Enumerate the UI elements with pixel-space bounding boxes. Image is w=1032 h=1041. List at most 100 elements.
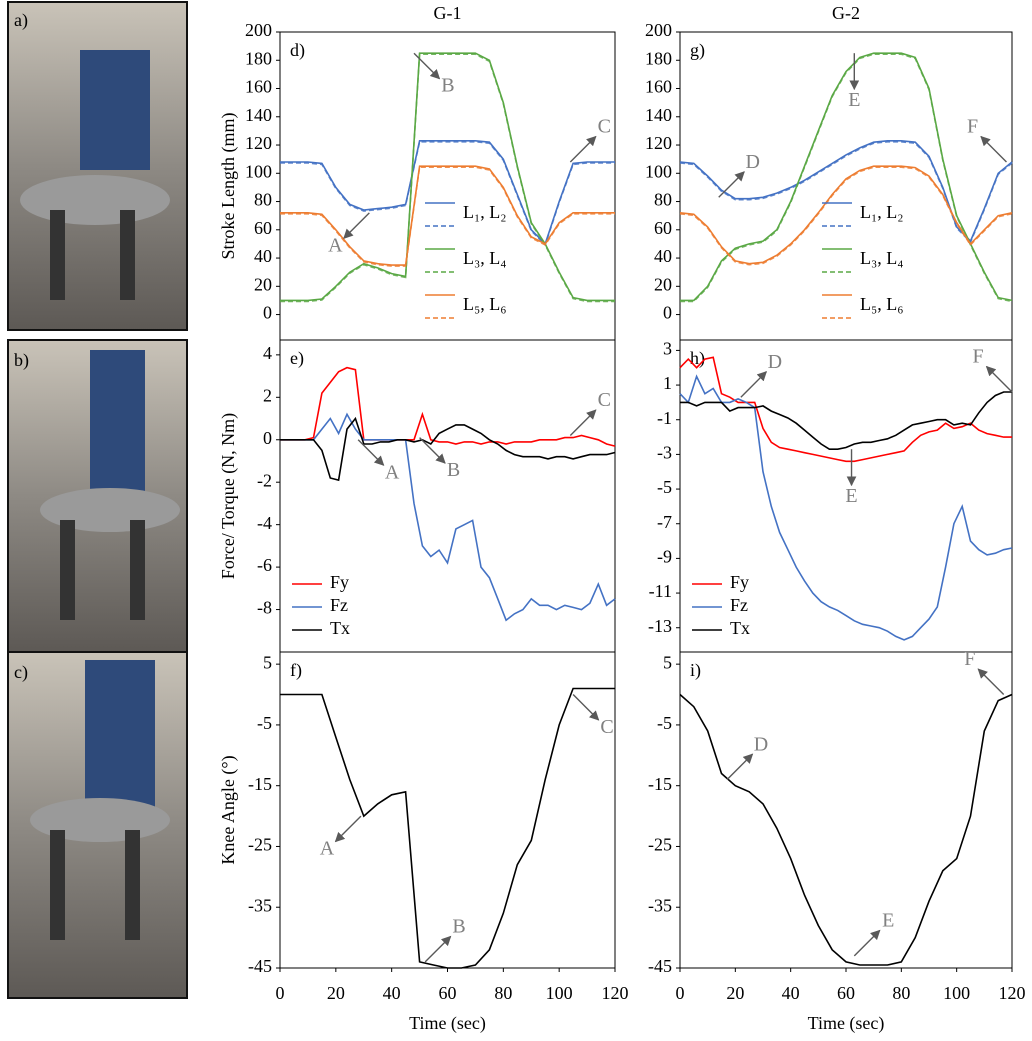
- annotation-arrow: [357, 439, 385, 466]
- series-line: [679, 693, 1013, 966]
- photo-c: c): [7, 651, 188, 999]
- y-axis-label: Force/ Torque (N, Nm): [218, 413, 239, 579]
- annotation-arrow: [334, 815, 362, 843]
- legend-label: L₃, L₄: [463, 248, 507, 268]
- x-tick-label: 120: [999, 983, 1026, 1003]
- series-line: [679, 374, 1013, 641]
- annotation-label: A: [328, 234, 343, 256]
- annotation-label: A: [385, 461, 400, 483]
- y-tick-label: -2: [257, 470, 272, 490]
- annotation-label: E: [882, 909, 894, 931]
- legend-label: Fz: [330, 595, 348, 615]
- series-line-dashed: [280, 53, 615, 303]
- y-tick-label: -4: [257, 513, 272, 533]
- y-tick-label: -1: [657, 408, 672, 428]
- y-tick-label: -15: [648, 774, 672, 794]
- y-tick-label: -35: [248, 895, 272, 915]
- annotation-label: C: [598, 389, 611, 411]
- annotation-arrow: [718, 171, 745, 198]
- annotation-arrow: [853, 929, 881, 957]
- annotation-label: C: [600, 716, 613, 738]
- y-tick-label: 140: [645, 105, 672, 125]
- y-tick-label: 5: [663, 652, 672, 672]
- series-line: [280, 140, 615, 246]
- legend-label: Tx: [730, 618, 750, 638]
- y-tick-label: 40: [254, 246, 272, 266]
- y-tick-label: 180: [245, 48, 272, 68]
- y-axis-label: Stroke Length (mm): [218, 113, 239, 260]
- y-axis-label: Knee Angle (°): [218, 755, 239, 864]
- annotation-arrow: [980, 135, 1007, 163]
- plot-frame: [279, 651, 616, 969]
- x-tick-label: 0: [276, 983, 285, 1003]
- series-line-dashed: [280, 141, 615, 247]
- panel-label: f): [290, 660, 302, 681]
- x-tick-label: 0: [676, 983, 685, 1003]
- x-axis-label: Time (sec): [409, 1013, 486, 1034]
- x-axis-label: Time (sec): [808, 1013, 885, 1034]
- series-line: [280, 412, 616, 622]
- y-tick-label: -5: [257, 713, 272, 733]
- y-tick-label: 20: [254, 274, 272, 294]
- column-title: G-2: [832, 3, 860, 23]
- y-tick-label: -5: [657, 477, 672, 497]
- legend-label: L₁, L₂: [860, 202, 904, 222]
- y-tick-label: -15: [248, 774, 272, 794]
- annotation-label: D: [745, 151, 759, 173]
- y-tick-label: -35: [648, 895, 672, 915]
- y-tick-label: -8: [257, 598, 272, 618]
- annotation-arrow: [413, 52, 441, 80]
- y-tick-label: -25: [248, 835, 272, 855]
- annotation-arrow: [572, 694, 600, 721]
- photo-label: b): [14, 350, 29, 371]
- series-line: [280, 687, 615, 969]
- y-tick-label: 200: [245, 20, 272, 40]
- series-line: [280, 165, 615, 266]
- photo-label: a): [14, 10, 28, 31]
- y-tick-label: -25: [648, 835, 672, 855]
- y-tick-label: 20: [654, 274, 672, 294]
- photo-b: b): [7, 339, 188, 653]
- y-tick-label: 120: [645, 133, 672, 153]
- photo-a: a): [7, 1, 188, 331]
- x-tick-label: 20: [726, 983, 744, 1003]
- annotation-label: B: [447, 459, 460, 481]
- x-tick-label: 100: [943, 983, 970, 1003]
- y-tick-label: 1: [663, 373, 672, 393]
- photo-label: c): [14, 662, 28, 683]
- x-tick-label: 20: [327, 983, 345, 1003]
- x-tick-label: 40: [782, 983, 800, 1003]
- y-tick-label: 60: [654, 218, 672, 238]
- y-tick-label: 120: [245, 133, 272, 153]
- y-tick-label: 0: [263, 303, 272, 323]
- annotation-arrow: [726, 753, 754, 781]
- y-tick-label: -7: [657, 512, 672, 532]
- series-line: [280, 366, 616, 447]
- y-tick-label: 180: [645, 48, 672, 68]
- annotation-label: B: [441, 75, 454, 97]
- annotation-arrow: [977, 668, 1005, 696]
- annotation-arrow: [569, 409, 597, 437]
- x-tick-label: 60: [837, 983, 855, 1003]
- y-tick-label: 60: [254, 218, 272, 238]
- series-line-dashed: [680, 53, 1013, 303]
- annotation-label: F: [972, 346, 983, 368]
- column-title: G-1: [434, 3, 462, 23]
- series-line: [280, 416, 616, 482]
- annotation-label: F: [964, 648, 975, 670]
- y-tick-label: 160: [245, 77, 272, 97]
- y-tick-label: 3: [663, 339, 672, 359]
- annotation-arrow: [569, 135, 597, 163]
- y-tick-label: 140: [245, 105, 272, 125]
- x-tick-label: 80: [892, 983, 910, 1003]
- y-tick-label: -11: [649, 581, 672, 601]
- annotation-arrow: [740, 371, 768, 398]
- legend-label: Fz: [730, 595, 748, 615]
- y-tick-label: 0: [263, 428, 272, 448]
- annotation-label: F: [967, 116, 978, 138]
- y-tick-label: -45: [648, 956, 672, 976]
- series-line-dashed: [679, 166, 1013, 266]
- series-line: [679, 356, 1012, 463]
- y-tick-label: -45: [248, 956, 272, 976]
- annotation-label: E: [848, 89, 860, 111]
